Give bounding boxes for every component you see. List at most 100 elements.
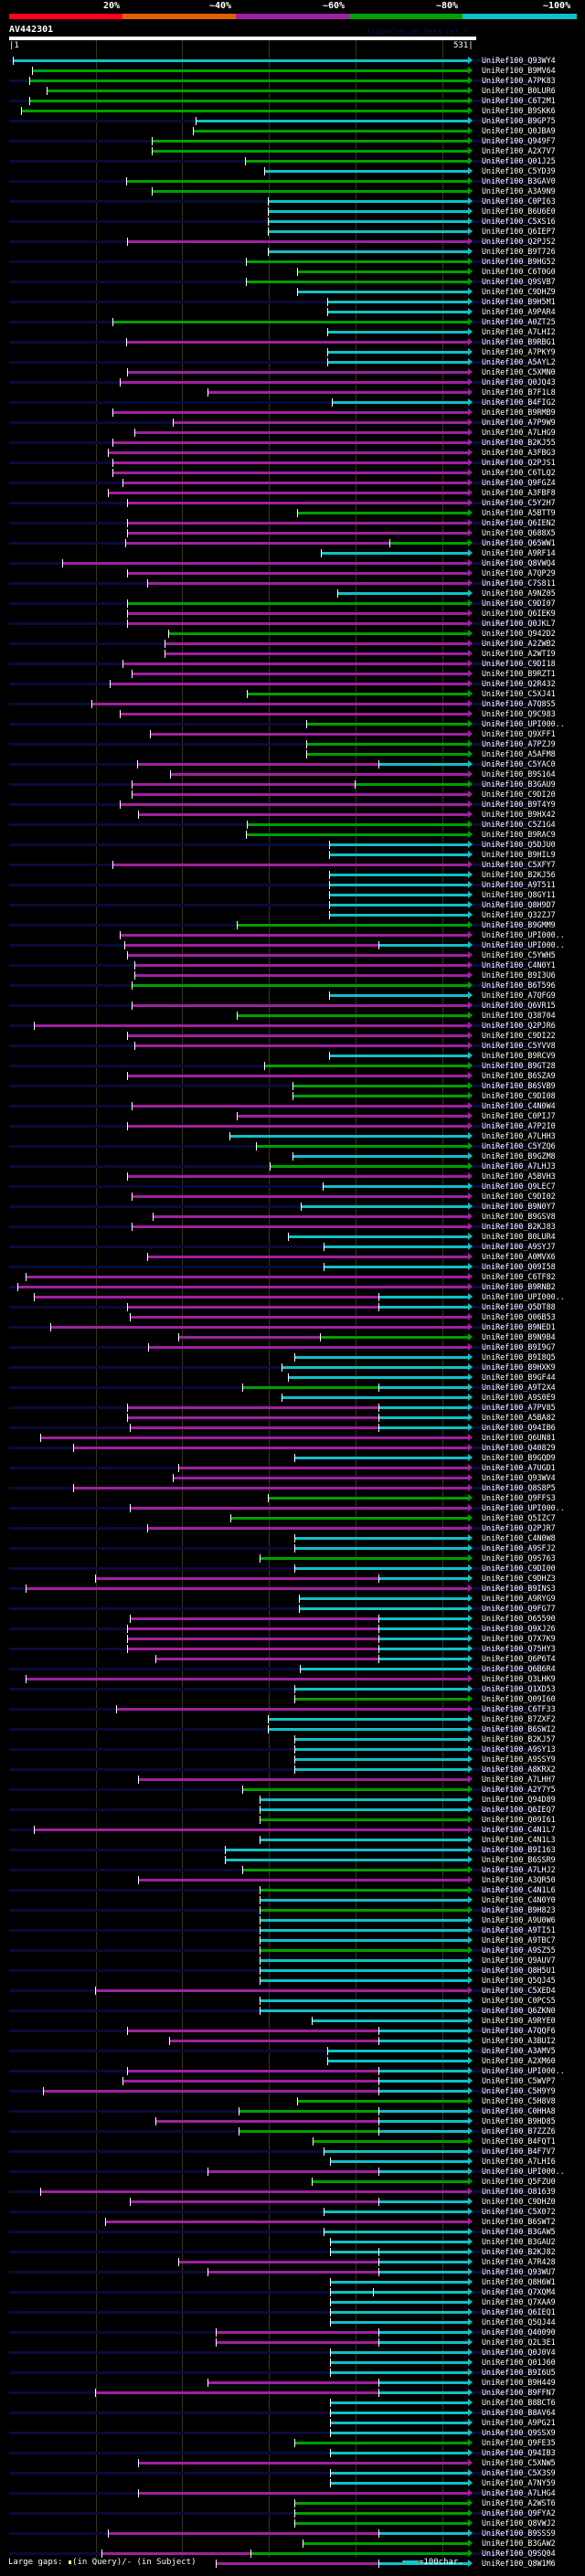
hit-row[interactable]: UniRef100_A7UGD1 bbox=[0, 1463, 585, 1473]
alignment-segment[interactable] bbox=[305, 723, 468, 726]
hit-row[interactable]: UniRef100_A2ZWB2 bbox=[0, 639, 585, 649]
alignment-segment[interactable] bbox=[378, 1406, 468, 1409]
alignment-segment[interactable] bbox=[25, 1587, 468, 1590]
alignment-segment[interactable] bbox=[195, 120, 468, 122]
alignment-segment[interactable] bbox=[124, 542, 389, 545]
hit-label[interactable]: UniRef100_Q93WV4 bbox=[482, 1473, 556, 1482]
hit-label[interactable]: UniRef100_Q8S8P5 bbox=[482, 1483, 556, 1492]
alignment-segment[interactable] bbox=[126, 622, 468, 625]
alignment-segment[interactable] bbox=[259, 1818, 468, 1821]
hit-row[interactable]: UniRef100_C9DI20 bbox=[0, 790, 585, 800]
hit-label[interactable]: UniRef100_Q5QJ44 bbox=[482, 2317, 556, 2327]
hit-label[interactable]: UniRef100_Q9S763 bbox=[482, 1553, 556, 1563]
hit-label[interactable]: UniRef100_C5YD39 bbox=[482, 166, 556, 175]
hit-label[interactable]: UniRef100_UPI000.. bbox=[482, 1503, 565, 1512]
alignment-segment[interactable] bbox=[126, 1175, 468, 1178]
alignment-segment[interactable] bbox=[152, 150, 468, 153]
alignment-segment[interactable] bbox=[329, 853, 468, 856]
alignment-segment[interactable] bbox=[293, 2522, 468, 2525]
alignment-segment[interactable] bbox=[313, 2140, 468, 2143]
alignment-segment[interactable] bbox=[329, 843, 468, 846]
hit-row[interactable]: UniRef100_Q9FYA2 bbox=[0, 2508, 585, 2518]
alignment-segment[interactable] bbox=[216, 2562, 379, 2565]
alignment-segment[interactable] bbox=[259, 1899, 468, 1902]
hit-row[interactable]: UniRef100_Q8W1M6 bbox=[0, 2559, 585, 2569]
hit-label[interactable]: UniRef100_B9SKK6 bbox=[482, 106, 556, 115]
hit-label[interactable]: UniRef100_B9RMB9 bbox=[482, 408, 556, 417]
hit-label[interactable]: UniRef100_Q6IEN2 bbox=[482, 518, 556, 527]
alignment-segment[interactable] bbox=[245, 260, 468, 263]
hit-row[interactable]: UniRef100_B9H5M1 bbox=[0, 297, 585, 307]
hit-label[interactable]: UniRef100_A7P9W9 bbox=[482, 418, 556, 427]
hit-label[interactable]: UniRef100_C6T2M1 bbox=[482, 96, 556, 105]
alignment-segment[interactable] bbox=[287, 1376, 468, 1379]
alignment-segment[interactable] bbox=[330, 2160, 468, 2163]
alignment-segment[interactable] bbox=[126, 602, 468, 605]
alignment-segment[interactable] bbox=[137, 763, 379, 766]
alignment-segment[interactable] bbox=[301, 1205, 468, 1208]
alignment-segment[interactable] bbox=[293, 1698, 468, 1701]
hit-row[interactable]: UniRef100_C7S811 bbox=[0, 578, 585, 588]
hit-label[interactable]: UniRef100_Q9FGZ4 bbox=[482, 478, 556, 487]
alignment-segment[interactable] bbox=[138, 813, 468, 816]
alignment-segment[interactable] bbox=[326, 351, 468, 354]
hit-label[interactable]: UniRef100_C9DI02 bbox=[482, 1192, 556, 1201]
hit-label[interactable]: UniRef100_A9SZ55 bbox=[482, 1945, 556, 1955]
hit-row[interactable]: UniRef100_Q9C983 bbox=[0, 709, 585, 719]
alignment-segment[interactable] bbox=[173, 421, 468, 424]
hit-row[interactable]: UniRef100_UPI000.. bbox=[0, 1503, 585, 1513]
alignment-segment[interactable] bbox=[126, 1627, 379, 1630]
hit-label[interactable]: UniRef100_A9TBC7 bbox=[482, 1935, 556, 1945]
hit-label[interactable]: UniRef100_Q9XJ26 bbox=[482, 1624, 556, 1633]
hit-label[interactable]: UniRef100_Q9SVB7 bbox=[482, 277, 556, 286]
hit-label[interactable]: UniRef100_Q8VWJ2 bbox=[482, 2518, 556, 2528]
hit-label[interactable]: UniRef100_B7F1L8 bbox=[482, 387, 556, 397]
hit-label[interactable]: UniRef100_Q6VR15 bbox=[482, 1001, 556, 1010]
hit-row[interactable]: UniRef100_A7LHH3 bbox=[0, 1131, 585, 1141]
hit-row[interactable]: UniRef100_Q8H9D7 bbox=[0, 900, 585, 910]
hit-row[interactable]: UniRef100_Q93WU7 bbox=[0, 2267, 585, 2277]
alignment-segment[interactable] bbox=[126, 1638, 379, 1640]
hit-row[interactable]: UniRef100_A7LHH7 bbox=[0, 1775, 585, 1785]
hit-label[interactable]: UniRef100_C7S811 bbox=[482, 578, 556, 588]
hit-label[interactable]: UniRef100_A7QQF6 bbox=[482, 2026, 556, 2035]
alignment-segment[interactable] bbox=[259, 1808, 468, 1811]
alignment-segment[interactable] bbox=[378, 2080, 468, 2083]
alignment-segment[interactable] bbox=[192, 130, 468, 133]
hit-row[interactable]: UniRef100_A9RF14 bbox=[0, 548, 585, 558]
hit-label[interactable]: UniRef100_Q0J0V4 bbox=[482, 2348, 556, 2357]
hit-label[interactable]: UniRef100_C6TF82 bbox=[482, 1272, 556, 1281]
hit-row[interactable]: UniRef100_UPI000.. bbox=[0, 930, 585, 940]
hit-row[interactable]: UniRef100_Q93WV4 bbox=[0, 1473, 585, 1483]
alignment-segment[interactable] bbox=[329, 884, 468, 886]
hit-row[interactable]: UniRef100_B3GAV0 bbox=[0, 176, 585, 186]
alignment-segment[interactable] bbox=[126, 371, 468, 374]
hit-row[interactable]: UniRef100_B2KJ57 bbox=[0, 1734, 585, 1744]
alignment-segment[interactable] bbox=[126, 2070, 379, 2072]
hit-label[interactable]: UniRef100_B3GAW5 bbox=[482, 2227, 556, 2236]
hit-label[interactable]: UniRef100_Q8H6W1 bbox=[482, 2277, 556, 2286]
hit-row[interactable]: UniRef100_A7LHG4 bbox=[0, 2488, 585, 2498]
hit-label[interactable]: UniRef100_B6SSR9 bbox=[482, 1855, 556, 1864]
alignment-segment[interactable] bbox=[292, 1085, 468, 1087]
alignment-segment[interactable] bbox=[237, 1014, 468, 1017]
hit-row[interactable]: UniRef100_B2KJ55 bbox=[0, 438, 585, 448]
hit-label[interactable]: UniRef100_A3FBG3 bbox=[482, 448, 556, 457]
hit-row[interactable]: UniRef100_Q9SQ04 bbox=[0, 2549, 585, 2559]
hit-label[interactable]: UniRef100_A7R428 bbox=[482, 2257, 556, 2266]
hit-row[interactable]: UniRef100_Q9FFS3 bbox=[0, 1493, 585, 1503]
hit-label[interactable]: UniRef100_B9RCV9 bbox=[482, 1051, 556, 1060]
hit-label[interactable]: UniRef100_Q06B53 bbox=[482, 1312, 556, 1321]
alignment-segment[interactable] bbox=[126, 954, 468, 957]
hit-label[interactable]: UniRef100_C4N1L7 bbox=[482, 1825, 556, 1834]
hit-row[interactable]: UniRef100_B9T726 bbox=[0, 247, 585, 257]
hit-label[interactable]: UniRef100_Q6IEP7 bbox=[482, 227, 556, 236]
hit-label[interactable]: UniRef100_A9S0E9 bbox=[482, 1393, 556, 1402]
hit-row[interactable]: UniRef100_Q2L3E1 bbox=[0, 2337, 585, 2348]
hit-label[interactable]: UniRef100_A9SY13 bbox=[482, 1744, 556, 1754]
hit-label[interactable]: UniRef100_C0PCS5 bbox=[482, 1996, 556, 2005]
hit-row[interactable]: UniRef100_C5YD39 bbox=[0, 166, 585, 176]
hit-row[interactable]: UniRef100_Q8S8P5 bbox=[0, 1483, 585, 1493]
hit-label[interactable]: UniRef100_A7P2I0 bbox=[482, 1121, 556, 1130]
alignment-segment[interactable] bbox=[255, 1145, 468, 1148]
